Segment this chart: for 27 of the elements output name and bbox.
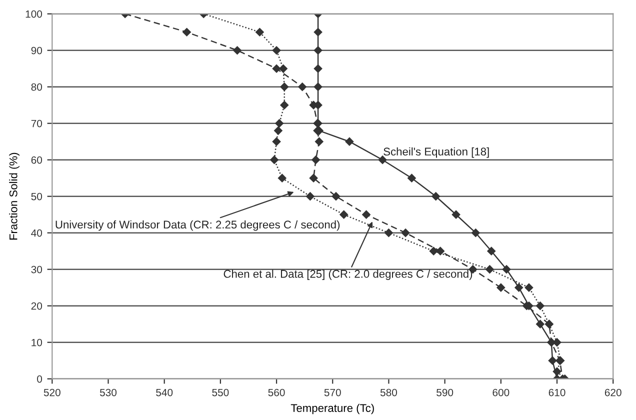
x-tick-label: 560	[268, 388, 285, 396]
x-tick-label: 580	[380, 388, 398, 396]
annotation: University of Windsor Data (CR: 2.25 degrees C / second)	[56, 220, 340, 231]
x-tick-label: 600	[492, 388, 510, 396]
y-tick-label: 70	[31, 120, 42, 128]
y-tick-label: 10	[32, 338, 42, 346]
x-tick-label: 520	[44, 388, 60, 396]
y-tick-label: 50	[31, 192, 42, 200]
x-tick-label: 530	[100, 388, 117, 396]
x-tick-label: 620	[604, 388, 622, 396]
x-tick-label: 610	[548, 388, 566, 396]
x-axis-title: Temperature (Tc)	[290, 404, 374, 414]
y-tick-label: 80	[31, 83, 42, 91]
y-tick-label: 90	[31, 46, 42, 54]
y-tick-label: 0	[37, 375, 42, 383]
y-tick-label: 60	[31, 156, 42, 164]
y-axis-title: Fraction Solid (%)	[9, 152, 20, 240]
annotation: Chen et al. Data [25] (CR: 2.0 degrees C / second)	[224, 270, 472, 280]
y-tick-label: 30	[31, 266, 42, 274]
x-tick-label: 540	[156, 388, 173, 396]
annotation: Scheil's Equation [18]	[384, 147, 489, 158]
x-tick-label: 570	[324, 388, 341, 396]
x-tick-label: 590	[436, 388, 454, 396]
x-tick-label: 550	[212, 388, 229, 396]
y-tick-label: 20	[31, 302, 42, 310]
y-tick-label: 100	[26, 10, 42, 18]
y-tick-label: 40	[31, 229, 42, 237]
